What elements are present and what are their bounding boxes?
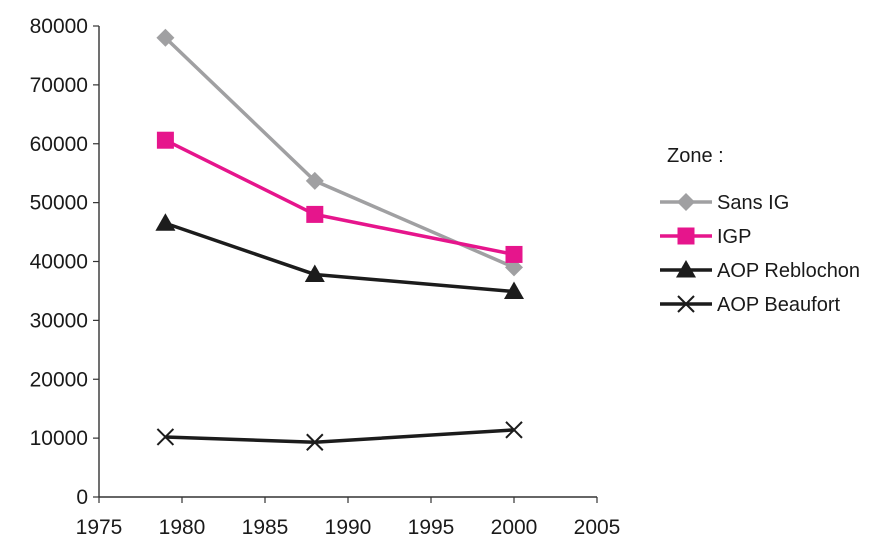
legend-swatch-marker (676, 260, 696, 278)
series-line-sans-ig (164, 36, 515, 269)
data-point-aop-reblochon (304, 264, 325, 282)
data-point-sans-ig (305, 171, 324, 190)
y-tick-label: 30000 (30, 309, 88, 332)
x-tick-label: 1980 (159, 516, 206, 539)
y-tick-label: 0 (76, 486, 88, 509)
data-point-igp (505, 245, 523, 263)
legend-item-aop-beaufort: AOP Beaufort (660, 294, 840, 316)
legend-item-aop-reblochon: AOP Reblochon (660, 260, 860, 282)
data-point-sans-ig (156, 28, 175, 47)
data-point-aop-beaufort (505, 421, 523, 439)
series-line-aop-reblochon (164, 221, 515, 294)
legend-label: Sans IG (717, 192, 789, 214)
data-point-aop-beaufort (156, 428, 175, 446)
legend: Zone : Sans IG IGP AOP Reblochon AOP Beaufo… (660, 145, 860, 316)
data-point-aop-reblochon (504, 281, 524, 300)
x-marker-stroke (156, 428, 175, 446)
legend-swatch-marker (677, 193, 695, 211)
y-tick-label: 20000 (30, 368, 88, 391)
y-tick-label: 50000 (30, 192, 88, 215)
data-point-igp (156, 131, 174, 149)
y-tick-label: 10000 (30, 427, 88, 450)
x-marker-stroke (677, 295, 695, 313)
legend-item-igp: IGP (660, 226, 751, 248)
x-tick-label: 1990 (325, 516, 372, 539)
x-tick-label: 1995 (408, 516, 455, 539)
data-point-aop-beaufort (306, 433, 324, 451)
legend-swatch-marker (677, 295, 695, 313)
series-layer (155, 28, 524, 451)
series-line-igp (164, 138, 515, 257)
x-tick-label: 2005 (574, 516, 621, 539)
x-marker-stroke (505, 421, 523, 439)
legend-title: Zone : (667, 145, 724, 167)
legend-label: AOP Reblochon (717, 260, 860, 282)
axes: 0 10000 20000 30000 40000 50000 60000 70000 8000… (30, 15, 621, 539)
legend-label: AOP Beaufort (717, 294, 840, 316)
legend-swatch-marker (677, 227, 695, 245)
data-point-igp (306, 205, 324, 223)
legend-item-sans-ig: Sans IG (660, 192, 789, 214)
y-tick-label: 60000 (30, 133, 88, 156)
x-marker-stroke (306, 433, 324, 451)
x-tick-label: 1985 (242, 516, 289, 539)
y-tick-label: 80000 (30, 15, 88, 38)
legend-label: IGP (717, 226, 751, 248)
x-tick-label: 1975 (76, 516, 123, 539)
x-tick-label: 2000 (491, 516, 538, 539)
series-line-aop-beaufort (165, 428, 515, 444)
y-tick-label: 70000 (30, 74, 88, 97)
data-point-aop-reblochon (155, 213, 176, 231)
y-tick-label: 40000 (30, 251, 88, 274)
